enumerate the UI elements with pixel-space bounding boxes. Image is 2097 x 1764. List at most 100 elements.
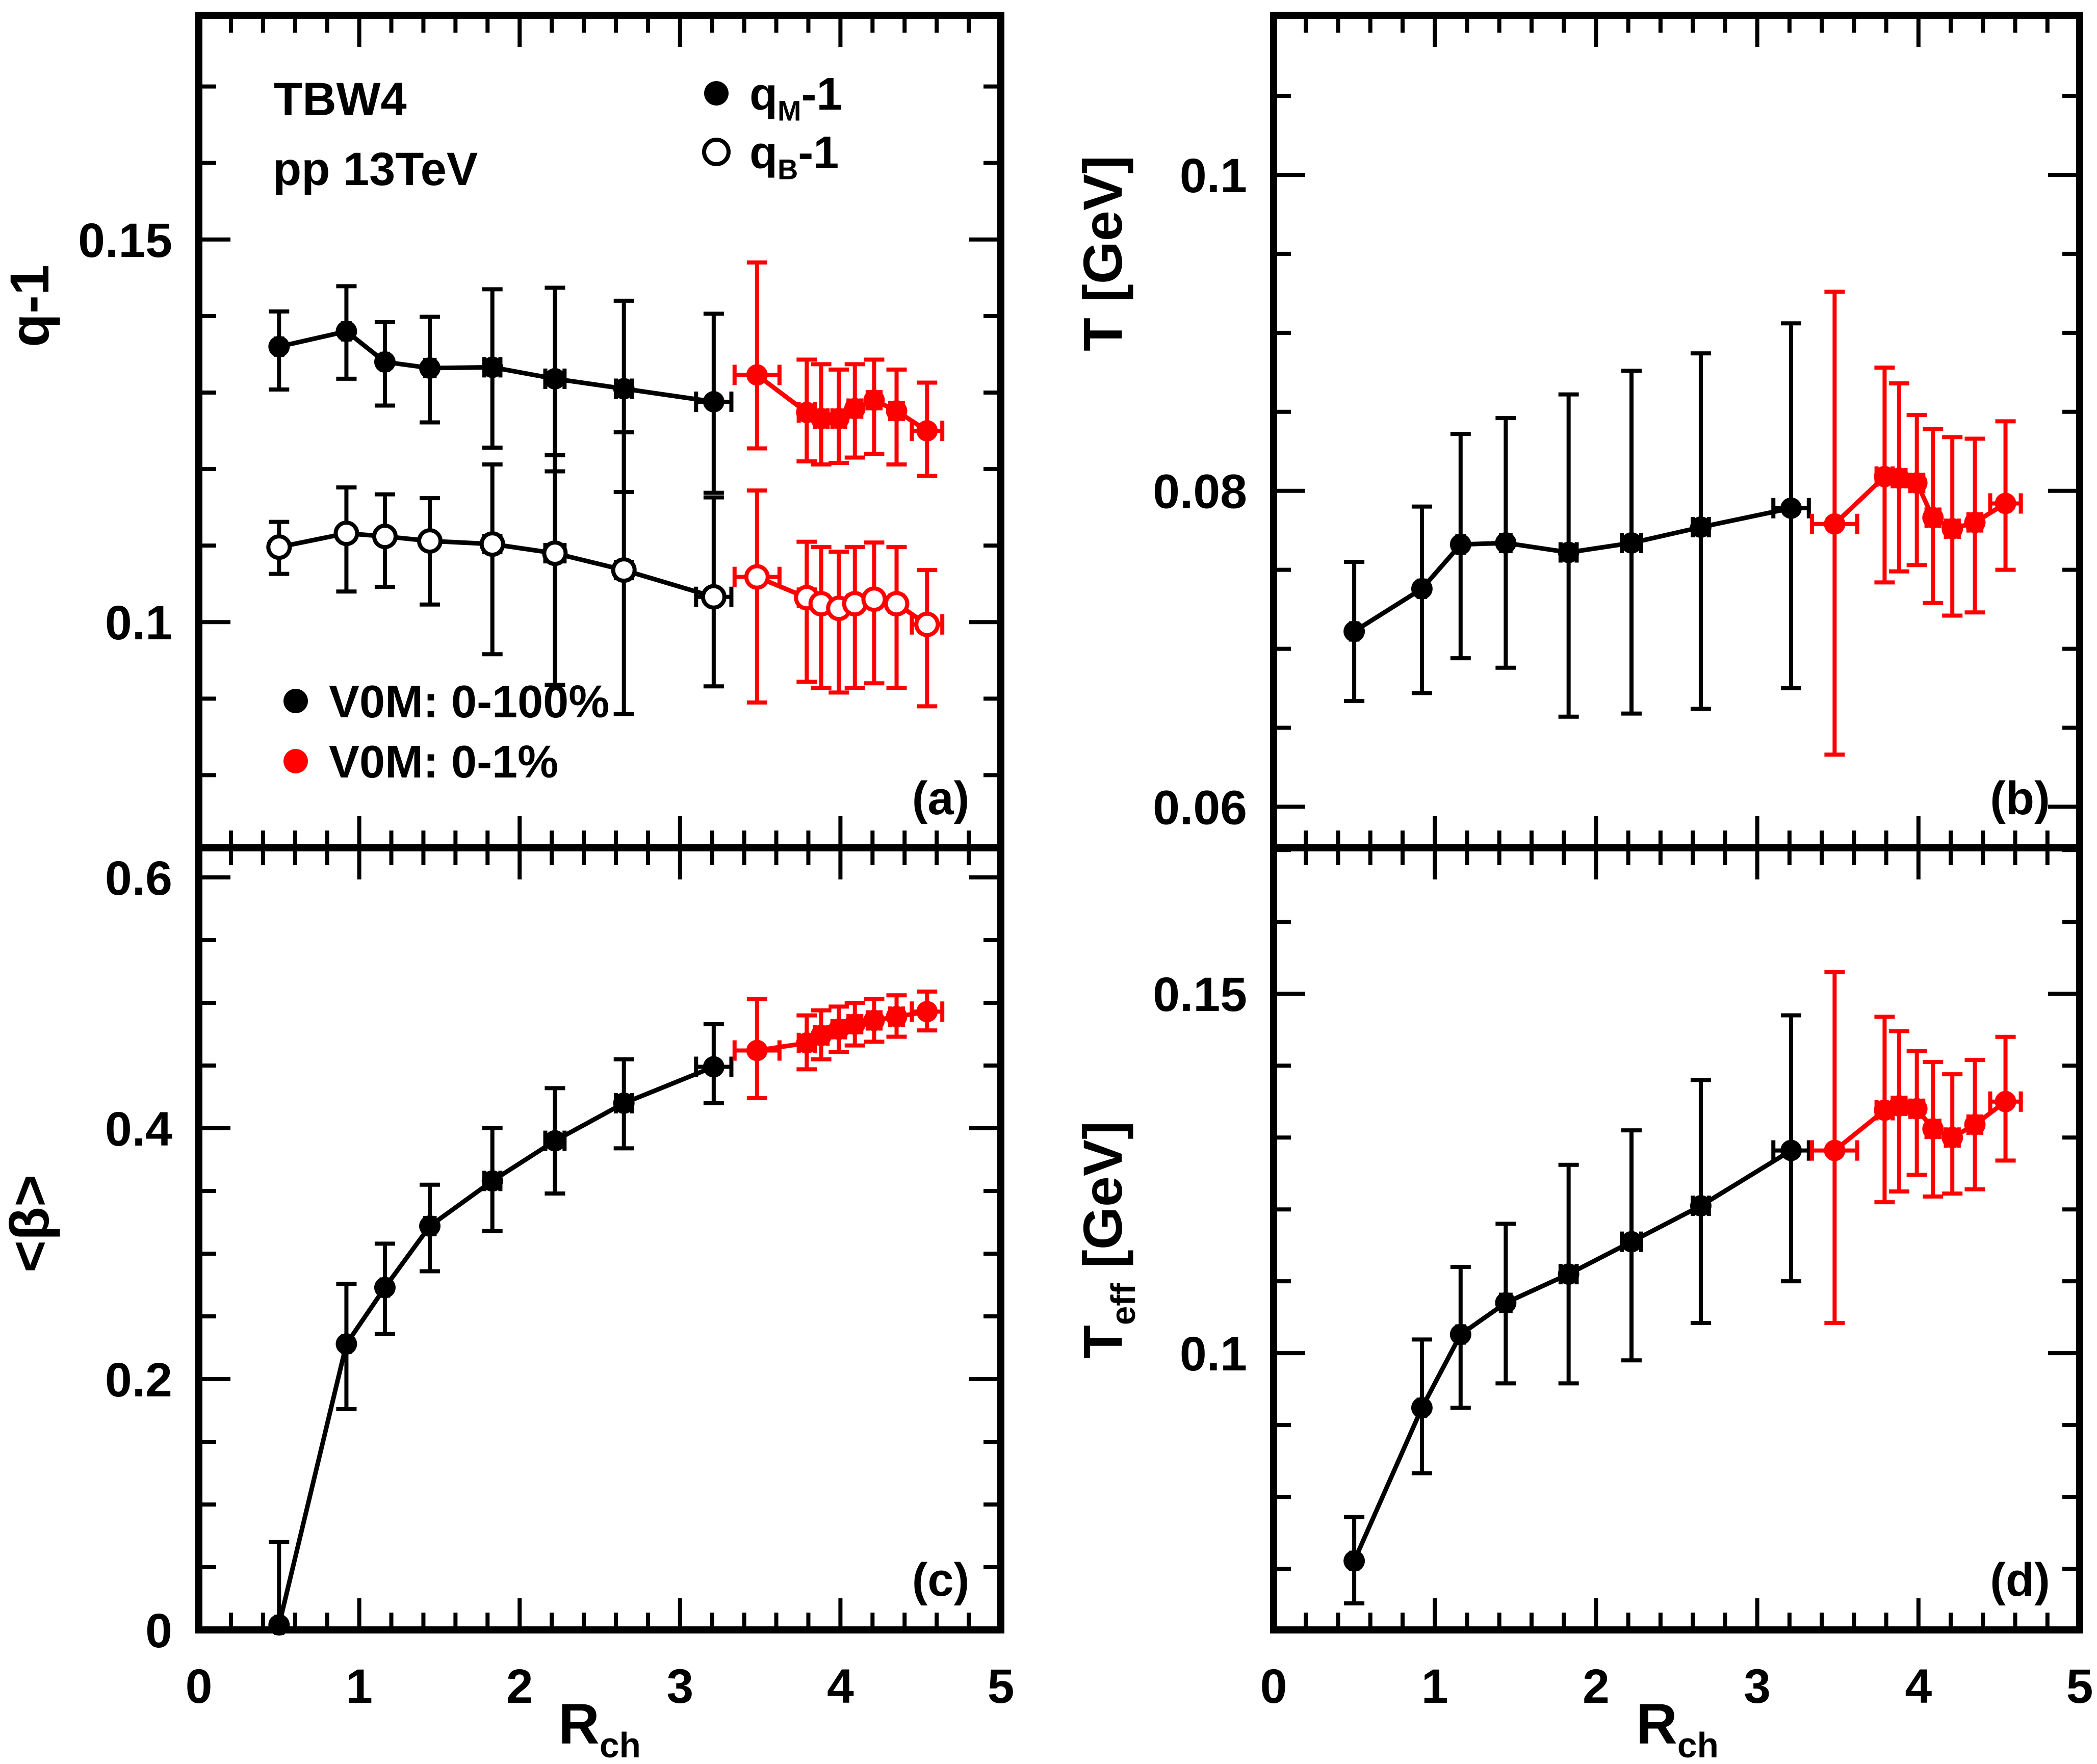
legend-v0m-minbias-label: V0M: 0-100% [329, 677, 609, 728]
data-point-qM-black-4 [481, 356, 503, 378]
panel-b: 0.06 0.08 0.1 (b) [1153, 12, 2083, 851]
legend-v0m-highmult-marker-icon [283, 749, 308, 773]
x-tick-label-c-3: 3 [666, 1659, 693, 1714]
panel-b-ticks [1272, 15, 2082, 848]
data-point-T-red-5 [1941, 518, 1963, 540]
x-tick-label-d-5: 5 [2066, 1659, 2093, 1714]
series-qM-red [732, 260, 945, 478]
x-tick-label-c-2: 2 [506, 1659, 533, 1714]
y-tick-label-a-0.15: 0.15 [78, 214, 172, 268]
data-point-beta-black-7 [703, 1056, 724, 1078]
series-Teff-black-line [1352, 1148, 1793, 1562]
data-point-qM-black-0 [268, 335, 290, 357]
error-bar-T-black-1 [1411, 504, 1432, 695]
data-point-qB-black-6 [611, 557, 637, 583]
panel-letter-c: (c) [912, 1554, 969, 1606]
x-tick-label-c-1: 1 [346, 1659, 373, 1714]
data-point-T-black-2 [1449, 534, 1471, 556]
legend-qM: qM-1 [704, 69, 842, 127]
error-bar-qB-black-5 [543, 453, 567, 687]
legend-v0m-minbias-marker-icon [283, 689, 308, 713]
data-point-qM-black-5 [544, 368, 566, 390]
data-point-T-red-7 [1995, 492, 2016, 514]
series-qB-black [266, 430, 734, 716]
data-point-T-black-6 [1690, 516, 1712, 538]
data-point-Teff-black-4 [1558, 1263, 1580, 1285]
data-point-Teff-red-6 [1964, 1113, 1986, 1135]
data-point-qM-black-7 [703, 391, 724, 412]
panel-b-frame [1270, 12, 2083, 851]
data-point-qM-red-6 [886, 400, 908, 422]
data-point-T-black-0 [1343, 620, 1365, 642]
data-point-Teff-black-6 [1690, 1195, 1712, 1217]
data-point-T-black-1 [1411, 578, 1433, 600]
data-point-qB-red-7 [914, 611, 940, 637]
data-point-Teff-black-1 [1411, 1397, 1433, 1419]
data-point-qM-red-4 [844, 398, 866, 420]
data-point-qB-black-0 [266, 534, 292, 560]
data-point-Teff-black-2 [1449, 1324, 1471, 1345]
data-point-beta-black-6 [613, 1092, 635, 1114]
data-point-qB-black-2 [372, 524, 398, 550]
error-bar-qB-black-7 [694, 495, 734, 689]
panel-c: 0 0.2 0.4 0.6 0 1 2 3 4 5 (c) [105, 844, 1014, 1714]
data-point-T-black-7 [1780, 497, 1802, 519]
data-point-beta-black-0 [268, 1614, 290, 1636]
panel-a: 0.1 0.15 (a) [78, 12, 1004, 851]
legend-qB-marker-icon [702, 138, 731, 166]
data-point-qM-black-2 [374, 351, 396, 373]
panel-c-ticks [197, 848, 1003, 1632]
y-tick-label-d-0.1: 0.1 [1180, 1327, 1247, 1381]
data-point-qM-red-7 [916, 420, 938, 442]
data-point-Teff-black-7 [1780, 1139, 1802, 1161]
legend-qM-marker-icon [704, 81, 729, 106]
data-point-T-red-6 [1964, 511, 1986, 533]
data-point-qM-red-5 [863, 389, 885, 411]
error-bar-qB-red-0 [732, 488, 782, 705]
series-T-red [1810, 290, 2023, 757]
data-point-qM-red-0 [746, 364, 768, 386]
legend-v0m-highmult: V0M: 0-1% [283, 737, 558, 788]
data-point-beta-red-7 [916, 1001, 938, 1023]
x-tick-label-d-1: 1 [1421, 1659, 1448, 1714]
data-point-Teff-red-7 [1995, 1091, 2016, 1112]
series-qM-black [268, 284, 734, 495]
error-bar-qB-red-5 [864, 540, 885, 686]
y-tick-label-d-0.15: 0.15 [1153, 968, 1247, 1022]
data-point-qB-black-4 [479, 531, 505, 557]
ylabel-a: q-1 [0, 265, 60, 347]
x-tick-label-d-3: 3 [1744, 1659, 1771, 1714]
xlabel-c: Rch [558, 1692, 641, 1764]
data-point-qB-black-5 [542, 540, 568, 566]
data-point-beta-black-2 [374, 1277, 396, 1299]
data-point-Teff-red-4 [1922, 1118, 1944, 1140]
series-Teff-red [1810, 970, 2023, 1325]
ylabel-d: Teff [GeV] [1072, 1121, 1143, 1359]
x-tick-label-d-2: 2 [1583, 1659, 1610, 1714]
data-point-qB-red-0 [744, 564, 770, 590]
data-point-Teff-red-2 [1888, 1095, 1910, 1117]
error-bar-qB-red-4 [844, 545, 865, 690]
data-point-beta-black-3 [419, 1215, 441, 1237]
error-bar-qB-red-3 [829, 550, 849, 695]
y-tick-label-c-0.4: 0.4 [105, 1102, 172, 1156]
panel-d-frame [1270, 844, 2083, 1633]
error-bar-qB-red-6 [886, 545, 907, 690]
panel-d: 0.1 0.15 0 1 2 3 4 5 (d) [1153, 844, 2093, 1714]
model-label: TBW4 [274, 73, 407, 125]
series-beta-black-line [276, 1065, 715, 1626]
legend-qB-label: qB-1 [749, 127, 839, 186]
error-bar-qB-red-2 [811, 545, 832, 690]
data-point-Teff-red-0 [1824, 1139, 1846, 1161]
y-tick-label-a-0.1: 0.1 [105, 596, 172, 650]
legend-v0m-highmult-label: V0M: 0-1% [329, 737, 558, 788]
y-tick-label-c-0: 0 [145, 1604, 172, 1658]
error-bar-qM-red-0 [732, 260, 782, 451]
data-point-beta-black-1 [335, 1333, 357, 1355]
panel-letter-a: (a) [912, 772, 969, 824]
data-point-beta-red-6 [886, 1006, 908, 1028]
data-point-qM-black-6 [613, 378, 635, 400]
y-tick-label-b-0.08: 0.08 [1153, 465, 1247, 519]
